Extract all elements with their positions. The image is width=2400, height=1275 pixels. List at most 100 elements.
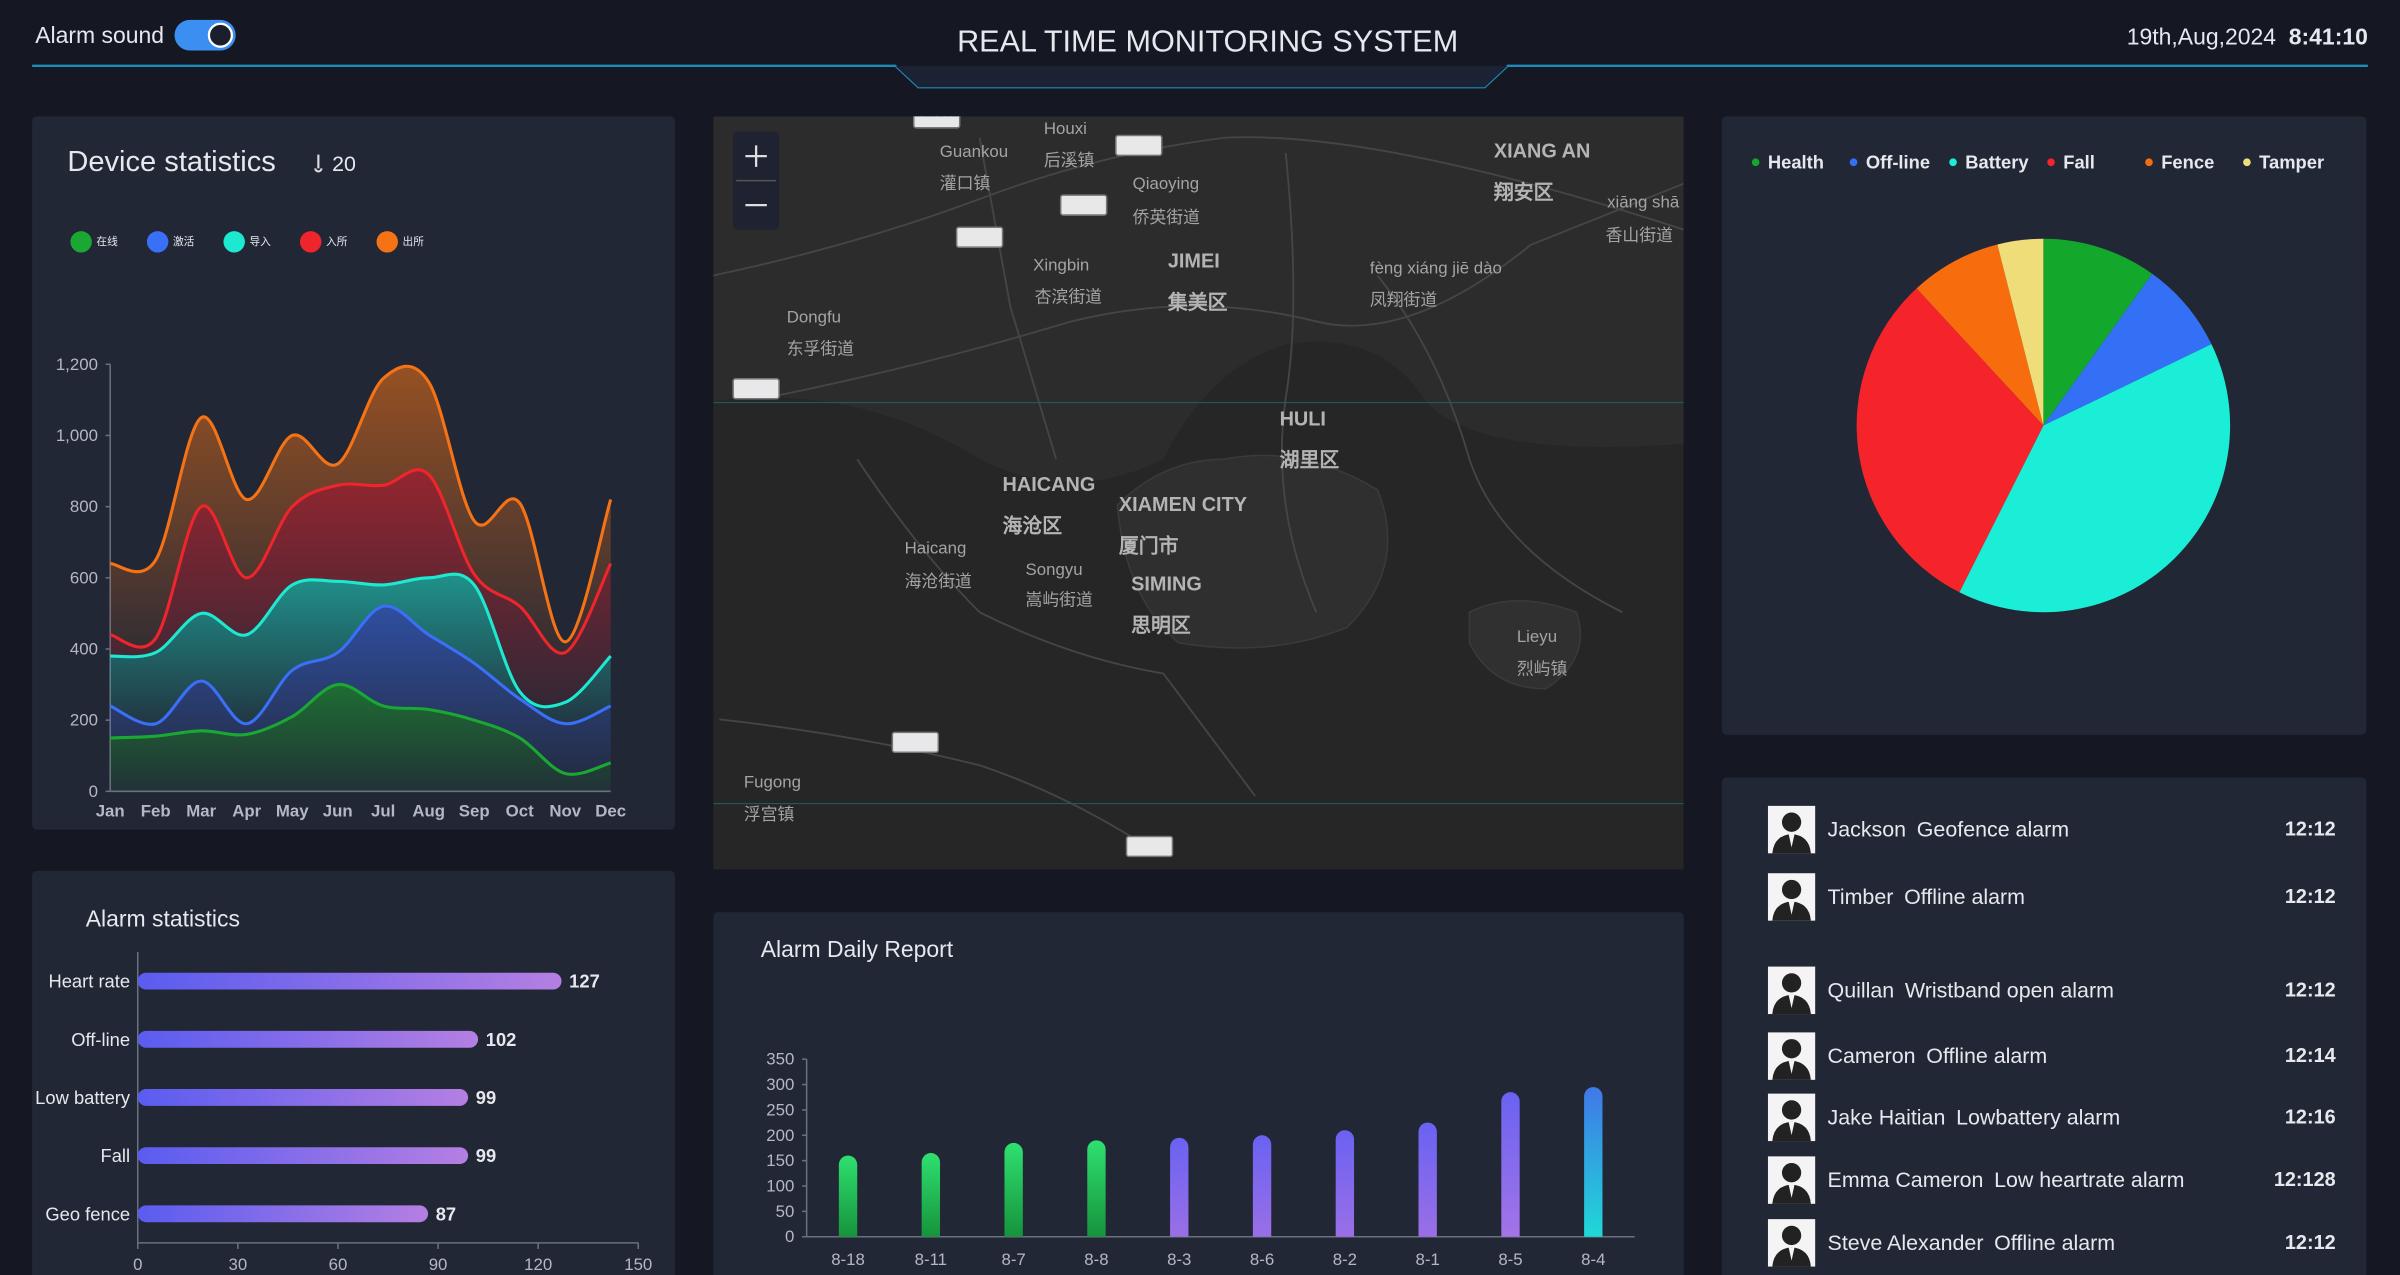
alarm-type: Low heartrate alarm — [1994, 1168, 2184, 1192]
shield-box — [1125, 835, 1174, 858]
x-tick-label: Dec — [595, 802, 626, 821]
map-label: 翔安区 — [1493, 181, 1554, 204]
y-tick-label: 150 — [766, 1151, 794, 1170]
y-tick-label: Geo fence — [45, 1203, 130, 1224]
map[interactable]: Houxi 后溪镇 Guankou 灌口镇 Qiaoying 侨英街道 Xingbin 杏滨街… — [713, 108, 1684, 870]
x-tick-label: Nov — [549, 802, 581, 821]
map-label: 灌口镇 — [940, 174, 991, 193]
y-tick-label: 1,200 — [56, 355, 98, 374]
x-tick-label: 90 — [429, 1255, 448, 1274]
bar — [1252, 1135, 1272, 1237]
y-tick-label: 0 — [89, 782, 98, 801]
alarm-name: Cameron — [1828, 1044, 1916, 1068]
avatar — [1767, 1093, 1816, 1142]
map-label: Lieyu — [1517, 627, 1557, 646]
alarm-list-panel — [1721, 777, 2367, 1275]
x-tick-label: 0 — [133, 1255, 142, 1274]
avatar — [1767, 1156, 1816, 1204]
bar — [1004, 1142, 1023, 1237]
bar — [137, 1030, 479, 1048]
x-tick-label: Oct — [506, 802, 534, 821]
shield-label: G324 — [920, 110, 954, 125]
legend-swatch — [1849, 158, 1858, 167]
area-fill — [110, 684, 611, 792]
series-line — [110, 572, 612, 709]
alarm-stats-panel — [32, 870, 675, 1275]
thermo-icon — [314, 154, 323, 173]
map-label: HULI — [1280, 408, 1326, 430]
x-tick-label: Jul — [371, 802, 395, 821]
map-label: fèng xiáng jiē dào — [1370, 258, 1502, 277]
map-label: 凤翔街道 — [1370, 291, 1437, 310]
legend-label: Off-line — [1866, 152, 1930, 173]
shield-label: G228 — [1133, 839, 1167, 854]
legend-label: 激活 — [173, 235, 195, 248]
series-line — [110, 683, 612, 776]
alarm-type: Lowbattery alarm — [1956, 1105, 2120, 1129]
alarm-text: Steve Alexander Offline alarm — [1828, 1231, 2116, 1255]
y-tick-label: 200 — [766, 1126, 794, 1145]
y-tick-label: 0 — [785, 1227, 794, 1246]
zoom-in[interactable] — [745, 145, 767, 167]
bar — [1418, 1122, 1437, 1237]
map-label: Houxi — [1044, 119, 1087, 138]
x-tick-label: 8-4 — [1581, 1250, 1605, 1269]
legend-label: Fence — [2161, 152, 2214, 173]
legend-label: Health — [1768, 152, 1824, 173]
alarm-name: Emma Cameron — [1828, 1168, 1984, 1192]
map-label: Dongfu — [787, 307, 841, 326]
bar — [137, 1205, 429, 1223]
alarm-type: Offline alarm — [1926, 1044, 2047, 1068]
alarm-text: Cameron Offline alarm — [1828, 1044, 2048, 1068]
series-line — [109, 468, 613, 655]
title-plate — [895, 65, 1508, 88]
map-label: 烈屿镇 — [1517, 659, 1568, 678]
x-tick-label: Apr — [232, 802, 261, 821]
map-label: 香山街道 — [1606, 226, 1673, 245]
alarm-type: Offline alarm — [1994, 1231, 2115, 1255]
alarm-name: Quillan — [1828, 978, 1895, 1002]
legend-swatch — [2145, 158, 2153, 167]
legend-swatch — [2047, 158, 2055, 167]
x-tick-label: 8-1 — [1416, 1250, 1440, 1269]
alarm-time: 12:12 — [2285, 1232, 2336, 1254]
x-tick-label: Feb — [141, 802, 171, 821]
pie-slice — [1959, 344, 2231, 613]
toggle-knob — [207, 22, 234, 48]
shield-label: G324 — [739, 381, 773, 396]
map-label: 侨英街道 — [1133, 208, 1200, 227]
value-label: 102 — [486, 1029, 517, 1050]
legend-label: Fall — [2063, 152, 2095, 173]
y-tick-label: 100 — [766, 1177, 794, 1196]
road-shield: G228 — [1125, 835, 1174, 858]
x-tick-label: Jun — [323, 802, 353, 821]
pie-slice — [2043, 273, 2212, 426]
y-tick-label: 250 — [766, 1100, 794, 1119]
map-label: 东孚街道 — [787, 339, 854, 358]
y-tick-label: 1,000 — [56, 426, 98, 445]
pie-slice — [2043, 238, 2153, 426]
map-label: 湖里区 — [1280, 450, 1340, 472]
map-label: Qiaoying — [1133, 174, 1199, 193]
road-shield: G324 — [913, 110, 961, 129]
legend-swatch — [1949, 158, 1957, 167]
alarm-name: Timber — [1828, 885, 1894, 909]
legend-swatch — [146, 231, 169, 253]
alarm-text: Jackson Geofence alarm — [1828, 818, 2070, 842]
avatar — [1767, 1219, 1816, 1267]
legend-label: 在线 — [96, 235, 118, 248]
shield-label: G15 — [967, 230, 993, 245]
y-tick-label: Low battery — [35, 1087, 131, 1108]
y-tick-label: 600 — [70, 568, 98, 587]
legend-label: Battery — [1965, 152, 2029, 173]
y-tick-label: Off-line — [71, 1029, 130, 1050]
y-tick-label: Heart rate — [48, 971, 130, 992]
pie-slice — [1916, 244, 2044, 426]
alarm-row: Steve Alexander Offline alarm 12:12 — [1767, 1219, 2336, 1267]
shield-label: G319 — [1067, 198, 1101, 213]
device-count: 20 — [332, 152, 356, 176]
x-tick-label: Jan — [96, 802, 125, 821]
map-label: 思明区 — [1131, 615, 1191, 637]
alarm-time: 12:12 — [2285, 886, 2336, 908]
avatar — [1767, 966, 1816, 1015]
